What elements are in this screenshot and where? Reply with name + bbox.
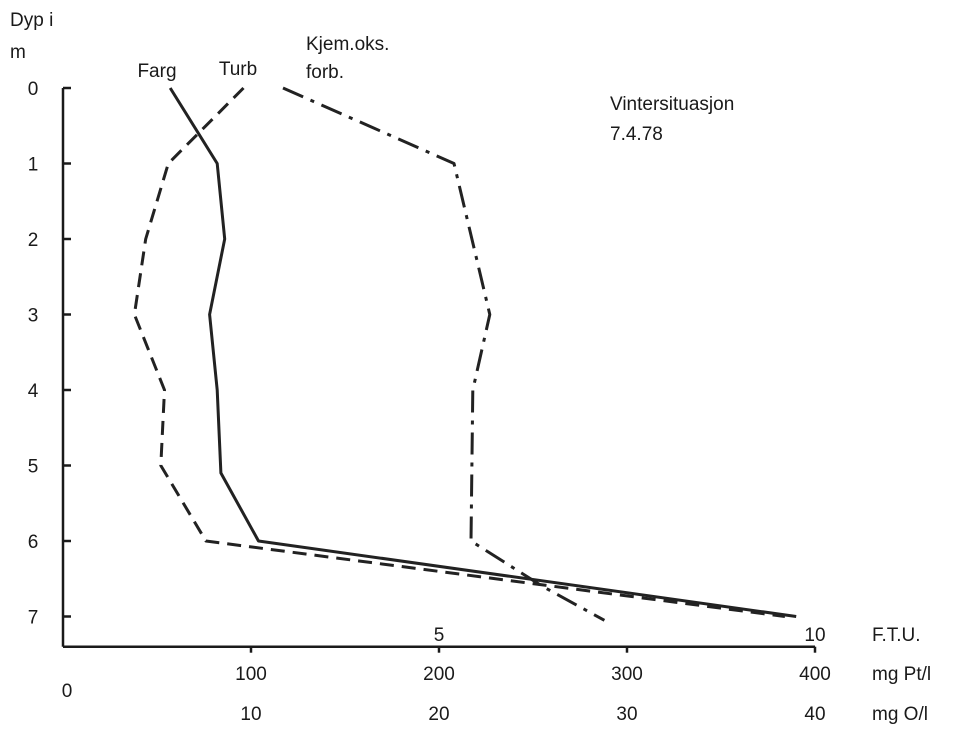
series-group xyxy=(132,86,797,622)
x-unit-label-pt: mg Pt/l xyxy=(872,664,931,685)
y-axis-title-line: m xyxy=(10,42,26,63)
x-origin-label: 0 xyxy=(62,681,73,702)
y-tick-label: 5 xyxy=(28,457,39,478)
x-unit-label-ftu: F.T.U. xyxy=(872,625,921,646)
x-tick-label-pt: 400 xyxy=(799,664,831,685)
y-tick-label: 0 xyxy=(28,79,39,100)
y-tick-label: 4 xyxy=(28,381,39,402)
y-tick-label: 2 xyxy=(28,230,39,251)
series-label-kjem-line: forb. xyxy=(306,62,344,83)
series-label-kjem-line: Kjem.oks. xyxy=(306,34,389,55)
labels-group: 0 1 2 3 4 5 6 7 Dyp i m 5 10 F.T.U. 100 200 300 400 0 mg P… xyxy=(10,10,931,725)
axes-group xyxy=(61,86,817,653)
x-tick-label-pt: 300 xyxy=(611,664,643,685)
series-line-turb xyxy=(132,86,786,618)
x-tick-label-o: 30 xyxy=(616,704,637,725)
x-tick-label-ftu: 5 xyxy=(434,625,445,646)
series-label-turb: Turb xyxy=(219,59,257,80)
y-tick-label: 7 xyxy=(28,608,39,629)
y-tick-label: 1 xyxy=(28,155,39,176)
series-label-farg: Farg xyxy=(137,61,176,82)
y-axis-title-line: Dyp i xyxy=(10,10,53,31)
annotation-line: Vintersituasjon xyxy=(610,94,734,115)
y-tick-label: 6 xyxy=(28,532,39,553)
x-tick-label-ftu: 10 xyxy=(804,625,825,646)
annotation-line: 7.4.78 xyxy=(610,124,663,145)
y-tick-label: 3 xyxy=(28,306,39,327)
x-tick-label-o: 10 xyxy=(240,704,261,725)
x-tick-label-o: 40 xyxy=(804,704,825,725)
x-tick-label-pt: 100 xyxy=(235,664,267,685)
x-tick-label-pt: 200 xyxy=(423,664,455,685)
x-unit-label-o: mg O/l xyxy=(872,704,928,725)
series-line-farg xyxy=(168,87,797,618)
x-tick-label-o: 20 xyxy=(428,704,449,725)
series-line-kjem-oks-forb xyxy=(282,86,606,622)
